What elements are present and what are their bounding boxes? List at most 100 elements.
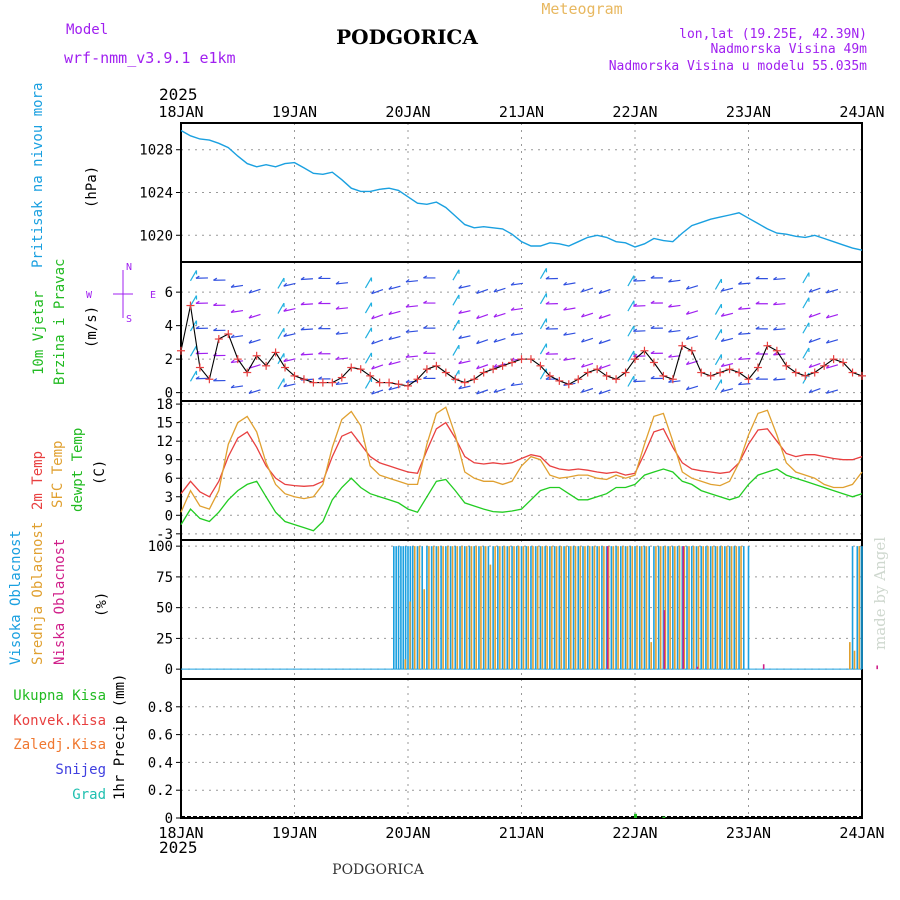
wind-arrow <box>388 310 401 316</box>
precip-legend-freezing: Zaledj.Kisa <box>13 737 106 753</box>
wind-arrow <box>283 307 296 312</box>
wind-arrow <box>371 288 384 295</box>
wind-arrowhead <box>213 378 218 382</box>
wind-arrow <box>189 370 197 382</box>
wind-arrowhead <box>458 310 463 314</box>
wind-arrowhead <box>388 336 393 340</box>
wind-arrow <box>452 294 460 306</box>
wind-arrowhead <box>685 285 690 290</box>
precip-bar <box>662 816 666 818</box>
wind-arrowhead <box>581 313 585 318</box>
wind-arrow <box>686 285 699 290</box>
wind-arrowhead <box>825 339 830 344</box>
wind-arrow <box>563 357 576 361</box>
wind-arrow <box>283 383 296 388</box>
wind-arrowhead <box>598 340 603 345</box>
cloud-axis-label-1: Visoka Oblacnost <box>8 530 24 665</box>
wind-arrow <box>283 282 296 287</box>
wind-arrow <box>405 280 418 283</box>
wind-arrowhead <box>283 333 288 337</box>
temp-axis-label-2: SFC Temp <box>50 441 66 508</box>
wind-arrowhead <box>633 278 638 282</box>
wind-arrow <box>458 360 471 365</box>
wind-arrowhead <box>388 386 393 391</box>
wind-arrow <box>826 288 839 294</box>
wind-arrow <box>627 300 635 312</box>
x-label-top: 19JAN <box>272 103 317 121</box>
precip-tick-label: 0.6 <box>148 728 173 744</box>
wind-arrow <box>721 312 734 317</box>
wind-arrow <box>510 282 524 286</box>
wind-tick-label: 2 <box>165 352 173 368</box>
wind-arrowhead <box>650 375 655 379</box>
wind-arrowhead <box>773 301 778 306</box>
precip-tick-label: 0.4 <box>148 755 173 771</box>
compass-n: N <box>126 262 132 273</box>
wind-arrow <box>458 284 471 289</box>
precip-legend-conv: Konvek.Kisa <box>13 713 106 729</box>
wind-arrow <box>539 368 547 380</box>
wind-arrowhead <box>581 388 585 393</box>
wind-arrow <box>598 364 611 370</box>
wind-arrowhead <box>300 326 305 331</box>
wind-arrow <box>248 313 261 319</box>
wind-arrow <box>802 297 810 309</box>
wind-arrowhead <box>755 351 760 355</box>
wind-arrowhead <box>825 314 830 319</box>
wind-arrows <box>189 268 839 395</box>
wind-arrowhead <box>458 360 463 365</box>
wind-arrowhead <box>476 289 480 294</box>
wind-arrow <box>826 389 839 394</box>
x-label-bottom: 24JAN <box>839 824 884 842</box>
wind-arrow <box>581 387 594 393</box>
temp-tick-label: 3 <box>165 490 173 506</box>
wind-arrow <box>598 389 611 395</box>
wind-arrowhead <box>808 338 813 343</box>
wind-arrow <box>598 314 611 320</box>
wind-arrowhead <box>318 326 323 330</box>
wind-arrowhead <box>230 334 235 338</box>
wind-arrow <box>476 364 489 370</box>
wind-arrowhead <box>371 340 375 345</box>
wind-arrowhead <box>300 352 305 356</box>
wind-arrow <box>738 357 751 361</box>
wind-arrow <box>493 287 506 293</box>
wind-arrow <box>773 277 786 281</box>
wind-arrow <box>686 385 699 391</box>
wind-arrowhead <box>476 315 480 319</box>
wind-speed-line <box>180 305 863 387</box>
wind-arrowhead <box>545 276 550 280</box>
wind-arrow <box>714 303 722 315</box>
wind-arrow <box>277 302 285 314</box>
wind-arrow <box>405 330 418 333</box>
wind-arrow <box>808 287 821 293</box>
wind-arrowhead <box>248 314 253 319</box>
pressure-tick-label: 1024 <box>139 186 173 202</box>
wind-arrowhead <box>371 290 375 295</box>
wind-arrow <box>686 335 699 340</box>
wind-arrowhead <box>371 365 375 370</box>
meteogram-label: Meteogram <box>541 0 622 18</box>
wind-arrow <box>627 275 635 287</box>
cloud-unit-label: (%) <box>94 592 110 617</box>
lonlat-label: lon,lat (19.25E, 42.39N) <box>679 27 867 42</box>
footer-title: PODGORICA <box>332 862 425 878</box>
wind-arrowhead <box>371 390 375 395</box>
wind-arrow <box>539 343 547 355</box>
precip-tick-label: 0.8 <box>148 700 173 716</box>
wind-arrow <box>230 284 244 288</box>
wind-arrow <box>668 355 681 358</box>
wind-arrowhead <box>458 285 463 289</box>
wind-arrow <box>335 357 349 360</box>
wind-arrowhead <box>458 335 463 339</box>
pressure-axis-label: Pritisak na nivou mora <box>30 83 46 268</box>
wind-arrow <box>300 278 313 281</box>
wind-arrow <box>388 335 401 341</box>
precip-bar <box>634 813 637 818</box>
wind-arrow <box>371 389 384 395</box>
wind-arrowhead <box>510 332 515 336</box>
temp-axis-label-3: dewpt Temp <box>70 428 86 512</box>
wind-axis-label-2: Brzina i Pravac <box>52 259 68 385</box>
wind-arrowhead <box>738 331 743 335</box>
wind-arrowhead <box>773 352 778 356</box>
